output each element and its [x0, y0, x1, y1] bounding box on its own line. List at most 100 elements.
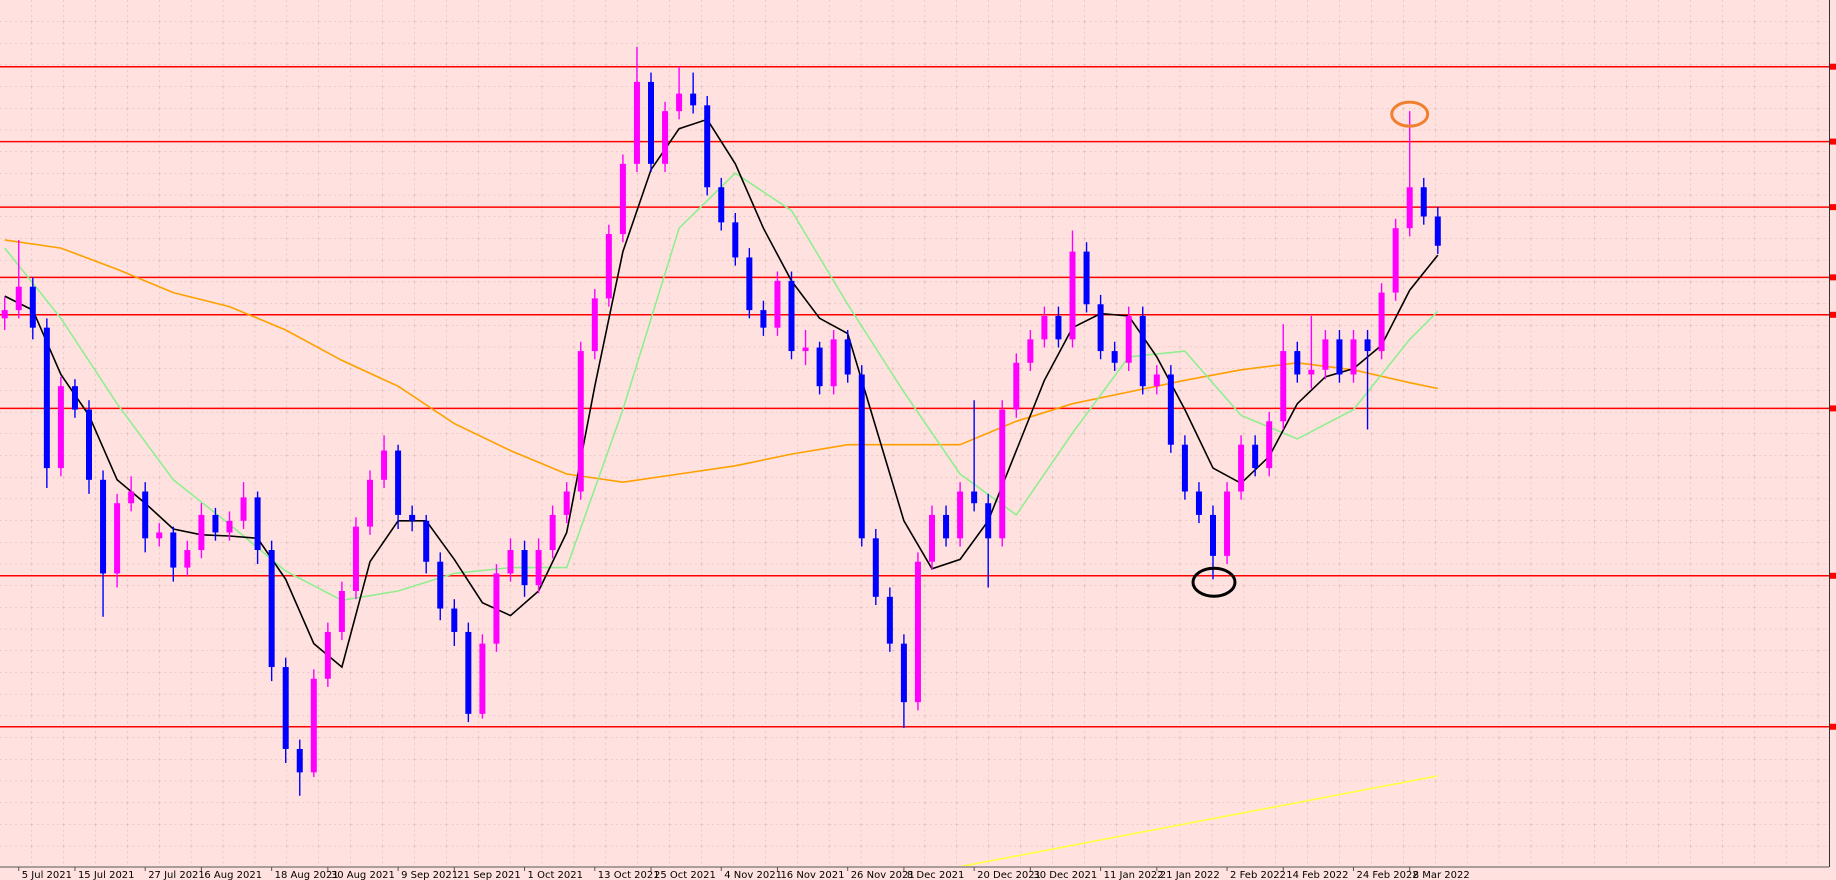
candle-body [774, 280, 781, 328]
candle-body [479, 643, 486, 714]
candle-body [1195, 491, 1202, 515]
candle-body [198, 514, 205, 551]
candle-body [872, 538, 879, 597]
candle-body [100, 479, 107, 574]
candle-body [1083, 251, 1090, 305]
ma-line [4, 118, 1439, 669]
candle-body [985, 503, 992, 539]
candle-body [1322, 339, 1329, 370]
x-tick-label: 21 Jan 2022 [1160, 870, 1220, 880]
candle-body [1027, 339, 1034, 363]
level-marker [1830, 63, 1836, 70]
level-marker [1830, 311, 1836, 318]
candle-body [633, 81, 640, 164]
candle-body [844, 339, 851, 375]
x-tick-label: 4 Nov 2021 [724, 870, 782, 880]
candle-body [1364, 339, 1371, 352]
level-marker [1830, 723, 1836, 730]
candle-body [732, 222, 739, 258]
candle-body [1139, 315, 1146, 387]
candle-body [184, 550, 191, 568]
plot-area [0, 46, 1829, 866]
candle-body [254, 497, 261, 551]
x-tick-label: 30 Dec 2021 [1033, 870, 1097, 880]
candle-body [914, 561, 921, 703]
candle-body [1420, 187, 1427, 217]
candle-body [662, 111, 669, 164]
candle-body [690, 93, 697, 106]
x-tick-label: 24 Feb 2022 [1357, 870, 1419, 880]
x-tick-label: 11 Jan 2022 [1104, 870, 1164, 880]
candle-body [212, 514, 219, 533]
candle-body [718, 187, 725, 223]
level-marker [1830, 572, 1836, 579]
level-marker [1830, 274, 1836, 281]
candle-body [563, 491, 570, 515]
candle-body [1041, 315, 1048, 340]
highlight-circle [1390, 100, 1430, 128]
x-tick-label: 8 Dec 2021 [907, 870, 965, 880]
candle-body [324, 631, 331, 679]
candle-body [240, 497, 247, 521]
candle-body [1210, 514, 1216, 556]
candle-body [493, 573, 500, 644]
candle-body [1167, 374, 1174, 445]
candle-body [507, 550, 514, 574]
x-tick-label: 13 Oct 2021 [598, 870, 660, 880]
x-tick-label: 18 Aug 2021 [275, 870, 339, 880]
candle-body [465, 631, 472, 714]
candle-body [156, 532, 163, 539]
candle-body [338, 590, 345, 632]
candle-body [788, 280, 795, 352]
candle-body [1224, 491, 1231, 556]
candle-body [114, 503, 121, 574]
candle-body [619, 163, 626, 235]
candle-body [943, 514, 950, 539]
x-tick-label: 16 Nov 2021 [780, 870, 844, 880]
candle-body [676, 93, 683, 112]
candle-body [1111, 351, 1118, 363]
candle-body [535, 550, 542, 586]
candle-body [451, 608, 458, 632]
candle-body [1350, 339, 1357, 375]
x-tick-label: 6 Aug 2021 [204, 870, 262, 880]
candle-body [999, 409, 1006, 539]
x-tick-label: 8 Mar 2022 [1413, 870, 1470, 880]
candle-body [549, 514, 556, 551]
candle-body [170, 532, 177, 568]
candle-body [929, 514, 935, 562]
candle-body [1266, 421, 1273, 469]
x-tick-label: 27 Jul 2021 [148, 870, 205, 880]
candle-body [1252, 444, 1259, 469]
candle-body [704, 105, 711, 188]
candle-body [437, 561, 444, 609]
x-tick-label: 30 Aug 2021 [331, 870, 395, 880]
candle-body [577, 351, 584, 492]
x-tick-label: 5 Jul 2021 [22, 870, 72, 880]
candle-body [29, 286, 36, 328]
candle-body [746, 257, 753, 311]
candle-body [71, 386, 78, 410]
x-tick-label: 25 Oct 2021 [654, 870, 716, 880]
candle-body [142, 491, 149, 539]
candle-body [1013, 362, 1020, 410]
x-tick-label: 21 Sep 2021 [457, 870, 520, 880]
candle-body [816, 347, 823, 387]
candle-body [1294, 351, 1301, 375]
candle-body [1125, 315, 1132, 363]
candle-body [395, 450, 402, 515]
candle-body [1434, 216, 1441, 246]
candle-body [1, 310, 8, 319]
level-marker [1830, 204, 1836, 211]
level-marker [1830, 138, 1836, 145]
candle-body [367, 479, 373, 527]
candle-body [57, 386, 64, 469]
candle-body [886, 596, 893, 644]
candle-body [226, 520, 233, 533]
ma-line [959, 775, 1438, 866]
x-tick-label: 14 Feb 2022 [1286, 870, 1348, 880]
candle-body [296, 748, 303, 773]
